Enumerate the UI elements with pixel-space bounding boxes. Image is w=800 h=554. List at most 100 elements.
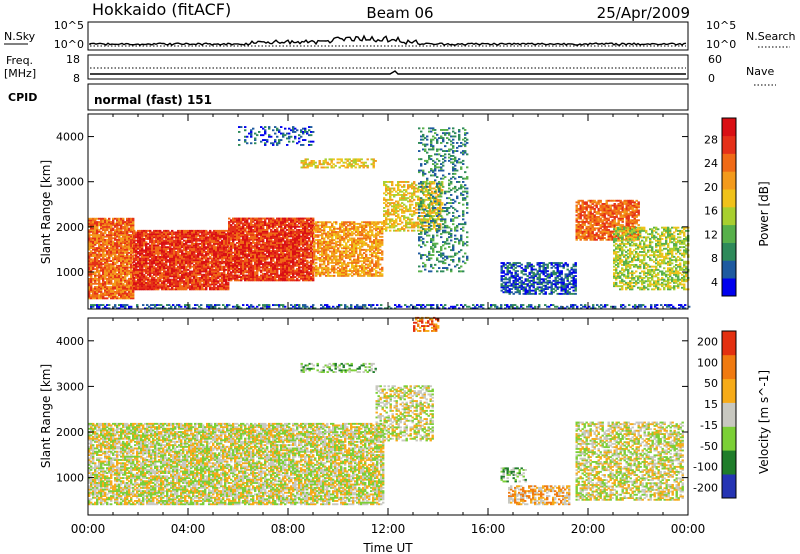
heatmap-cell (143, 249, 146, 252)
heatmap-cell (118, 224, 121, 227)
heatmap-cell (139, 249, 142, 252)
heatmap-cell (232, 256, 235, 259)
heatmap-cell (244, 229, 247, 231)
heatmap-cell (238, 259, 241, 262)
heatmap-cell (118, 269, 121, 272)
heatmap-cell (98, 260, 101, 262)
heatmap-cell (258, 264, 261, 267)
heatmap-cell (100, 287, 103, 290)
heatmap-cell (256, 255, 259, 257)
heatmap-cell (130, 269, 133, 272)
heatmap-cell (171, 257, 174, 260)
heatmap-cell (213, 255, 216, 258)
heatmap-cell (137, 241, 140, 244)
heatmap-cell (199, 270, 202, 273)
heatmap-cell (157, 249, 160, 252)
heatmap-cell (266, 225, 269, 228)
heatmap-cell (282, 258, 285, 261)
heatmap-cell (108, 253, 111, 256)
heatmap-cell (209, 241, 212, 244)
heatmap-cell (353, 253, 356, 256)
heatmap-cell (254, 243, 257, 246)
heatmap-cell (219, 283, 222, 286)
heatmap-cell (90, 287, 93, 290)
heatmap-cell (120, 279, 123, 282)
heatmap-cell (256, 274, 259, 277)
heatmap-cell (139, 283, 142, 286)
heatmap-cell (157, 242, 160, 245)
heatmap-cell (183, 233, 186, 236)
heatmap-cell (102, 295, 105, 298)
heatmap-cell (179, 283, 182, 286)
heatmap-cell (230, 230, 233, 233)
heatmap-cell (157, 281, 160, 284)
heatmap-cell (268, 222, 271, 225)
heatmap-cell (135, 239, 138, 242)
heatmap-cell (88, 263, 91, 266)
heatmap-cell (244, 263, 247, 265)
heatmap-cell (203, 283, 206, 286)
heatmap-cell (114, 282, 117, 285)
heatmap-cell (169, 278, 172, 281)
heatmap-cell (108, 274, 111, 277)
heatmap-cell (124, 287, 127, 290)
heatmap-cell (143, 278, 146, 281)
heatmap-cell (274, 266, 277, 269)
heatmap-cell (118, 289, 121, 292)
heatmap-cell (153, 252, 156, 255)
heatmap-cell (272, 233, 275, 236)
heatmap-cell (143, 233, 146, 236)
heatmap-cell (189, 288, 192, 291)
heatmap-cell (185, 288, 188, 291)
heatmap-cell (193, 246, 196, 249)
heatmap-cell (130, 225, 133, 228)
heatmap-cell (120, 297, 123, 300)
heatmap-cell (132, 290, 135, 293)
heatmap-cell (114, 234, 117, 236)
heatmap-cell (128, 294, 131, 297)
heatmap-cell (213, 264, 216, 266)
heatmap-cell (262, 250, 265, 252)
heatmap-cell (225, 283, 228, 286)
heatmap-cell (120, 242, 123, 245)
heatmap-cell (157, 262, 160, 265)
heatmap-cell (124, 269, 127, 272)
heatmap-cell (213, 236, 216, 239)
heatmap-cell (94, 292, 97, 295)
heatmap-cell (203, 244, 206, 247)
heatmap-cell (143, 268, 146, 271)
heatmap-cell (183, 234, 186, 237)
heatmap-cell (209, 278, 212, 281)
heatmap-cell (92, 260, 95, 262)
heatmap-cell (266, 271, 269, 274)
heatmap-cell (139, 247, 142, 250)
heatmap-cell (122, 219, 125, 222)
heatmap-cell (264, 269, 267, 272)
heatmap-cell (191, 244, 194, 247)
heatmap-cell (94, 289, 97, 292)
heatmap-cell (116, 279, 119, 282)
heatmap-cell (126, 242, 129, 245)
heatmap-cell (262, 230, 265, 233)
heatmap-cell (189, 260, 192, 263)
heatmap-cell (137, 247, 140, 250)
heatmap-cell (189, 281, 192, 284)
heatmap-cell (205, 259, 208, 262)
heatmap-cell (110, 247, 113, 249)
heatmap-cell (242, 233, 245, 236)
heatmap-cell (254, 229, 257, 231)
heatmap-cell (238, 224, 241, 226)
heatmap-cell (126, 229, 129, 232)
heatmap-cell (227, 285, 230, 288)
heatmap-cell (228, 225, 231, 228)
heatmap-cell (232, 251, 235, 254)
heatmap-cell (124, 222, 127, 225)
heatmap-cell (155, 246, 158, 249)
heatmap-cell (230, 255, 233, 257)
heatmap-cell (157, 255, 160, 258)
heatmap-cell (139, 288, 142, 291)
heatmap-cell (108, 282, 111, 285)
heatmap-cell (88, 256, 91, 259)
heatmap-cell (94, 255, 97, 258)
heatmap-cell (199, 229, 202, 232)
